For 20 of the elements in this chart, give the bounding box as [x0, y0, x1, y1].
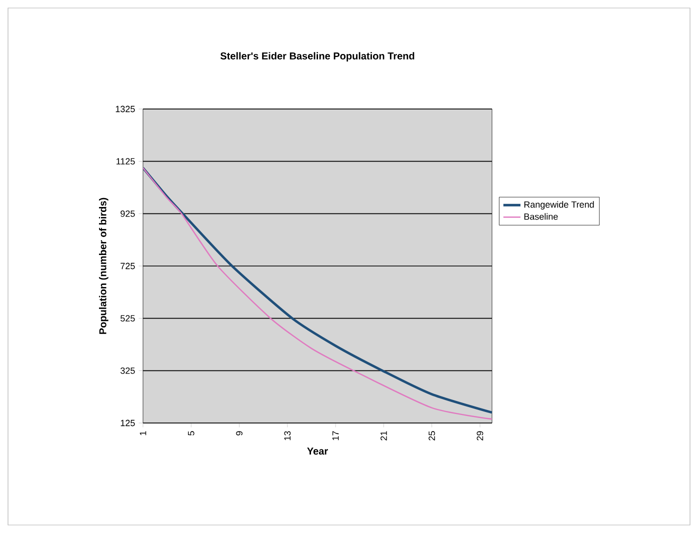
x-tick-label: 13 — [284, 431, 291, 440]
x-tick-label: 29 — [476, 431, 484, 440]
x-tick-label: 17 — [332, 431, 339, 440]
y-tick-label: 1125 — [116, 158, 135, 165]
x-axis-title: Year — [307, 448, 328, 455]
x-tick-label: 9 — [236, 431, 242, 436]
y-tick-label: 325 — [120, 367, 135, 374]
y-tick-label: 125 — [120, 420, 135, 426]
legend-label: Baseline — [524, 213, 558, 220]
x-tick-label: 21 — [380, 431, 387, 440]
x-tick-label: 25 — [428, 431, 436, 440]
y-tick-label: 525 — [120, 315, 135, 322]
y-tick-label: 925 — [120, 210, 135, 217]
y-tick-label: 1325 — [116, 106, 135, 112]
x-tick-label: 5 — [188, 431, 194, 436]
x-tick-label: 1 — [140, 431, 146, 436]
y-tick-label: 725 — [120, 262, 135, 270]
y-axis-title: Population (number of birds) — [98, 198, 108, 334]
chart-title: Steller's Eider Baseline Population Trend — [220, 52, 414, 62]
legend-label: Rangewide Trend — [524, 201, 594, 210]
